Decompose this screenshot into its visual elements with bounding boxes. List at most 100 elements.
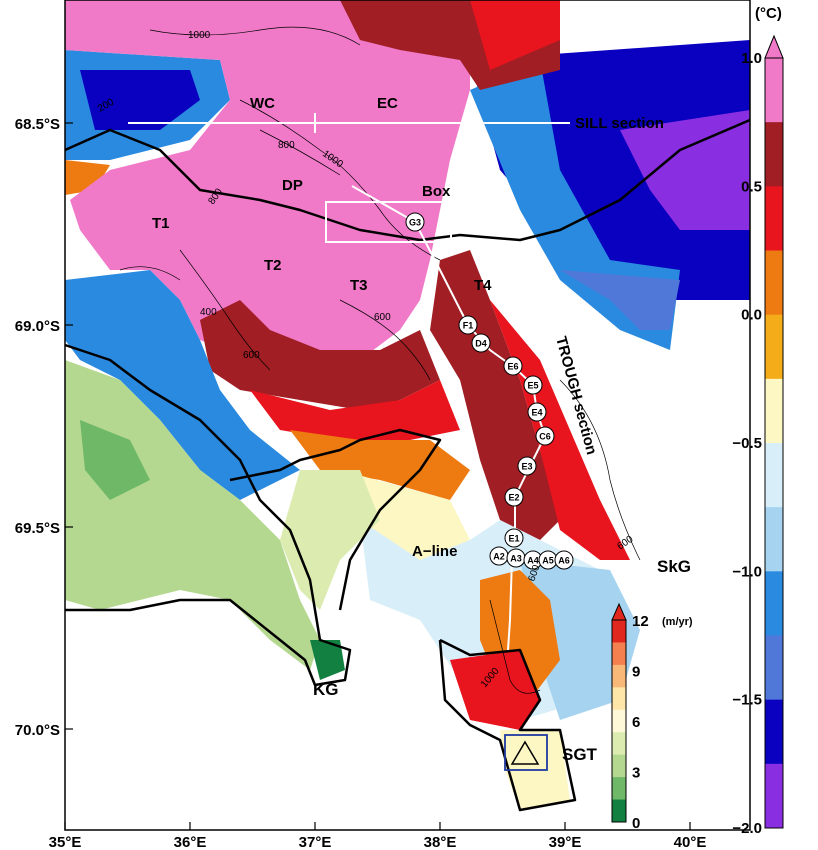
triangle-icon (510, 740, 540, 765)
station-marker (523, 375, 543, 395)
velocity-tick-label: 6 (632, 714, 640, 731)
station-label: E2 (508, 493, 519, 503)
contour-line (179, 249, 271, 371)
west-blue-band (65, 270, 300, 500)
label-wc: WC (250, 95, 275, 112)
contour-line (239, 99, 441, 261)
x-tick-label: 35°E (49, 834, 82, 850)
station-d4: D4 (471, 333, 491, 353)
velocity-band (612, 642, 626, 666)
station-a3: A3 (506, 548, 526, 568)
station-f1: F1 (458, 315, 478, 335)
shelf-orange-fringe (290, 430, 470, 500)
station-label: E3 (521, 462, 532, 472)
label-t2: T2 (264, 257, 282, 274)
x-tick-label: 38°E (424, 834, 457, 850)
label-sgt: SGT (562, 745, 598, 764)
velocity-colorbar: 12 9 6 3 0 (611, 602, 649, 832)
label-sill-section: SILL section (575, 115, 664, 132)
axis-ticks (64, 122, 691, 830)
temperature-band (765, 507, 783, 572)
station-marker (554, 550, 574, 570)
label-t3: T3 (350, 277, 368, 294)
station-e4: E4 (527, 402, 547, 422)
velocity-band (612, 664, 626, 688)
station-marker (503, 356, 523, 376)
station-g3: G3 (405, 212, 425, 232)
contour-label: 1000 (188, 30, 211, 41)
x-tick-label: 36°E (174, 834, 207, 850)
station-marker (527, 402, 547, 422)
temperature-band (765, 635, 783, 701)
velocity-band (612, 732, 626, 756)
temperature-band (765, 250, 783, 316)
temperature-tick-label: −2.0 (732, 820, 762, 837)
temperature-tick-label: 1.0 (741, 50, 762, 67)
kg-ice-field (65, 360, 320, 670)
velocity-band (612, 687, 626, 711)
kg-slow-ice (280, 470, 380, 610)
temperature-band (765, 699, 783, 765)
y-tick-label: 70.0°S (15, 722, 60, 739)
contour-line (149, 26, 361, 46)
station-label: A4 (527, 556, 539, 566)
label-t1: T1 (152, 215, 170, 232)
y-tick-label: 69.0°S (15, 318, 60, 335)
station-label: F1 (463, 321, 474, 331)
station-marker (471, 333, 491, 353)
station-label: A6 (558, 556, 570, 566)
label-skg: SkG (657, 557, 691, 576)
contour-label: 800 (278, 140, 295, 151)
inlet-red (450, 650, 540, 730)
label-ec: EC (377, 95, 398, 112)
kg-fast-ice (80, 420, 150, 500)
temperature-bar-outline (764, 57, 784, 829)
warm-plateau (65, 0, 470, 360)
station-label: A2 (493, 552, 505, 562)
kg-outlet (310, 640, 345, 680)
shelf-yellow-fringe (340, 470, 470, 560)
nw-deep-cold (80, 70, 200, 130)
contour-line (339, 299, 431, 381)
label-dp: DP (282, 177, 303, 194)
temperature-band (765, 186, 783, 251)
velocity-tick-label: 9 (632, 664, 640, 681)
station-e5: E5 (523, 375, 543, 395)
contours (119, 26, 641, 694)
station-label: E6 (507, 362, 518, 372)
temperature-arrow (764, 34, 784, 59)
temperature-tick-label: −0.5 (732, 435, 762, 452)
ice-front-mid (229, 428, 442, 611)
velocity-band (612, 709, 626, 733)
contour-line (119, 266, 181, 281)
station-marker (504, 487, 524, 507)
station-a2: A2 (489, 546, 509, 566)
station-label: A5 (542, 556, 554, 566)
ice-front-northwest (64, 118, 751, 242)
temperature-tick-label: −1.0 (732, 563, 762, 580)
temperature-band (765, 571, 783, 636)
label-aline: A−line (412, 543, 457, 560)
x-tick-label: 40°E (674, 834, 707, 850)
temperature-band (765, 314, 783, 380)
temperature-band (765, 378, 783, 444)
station-marker (458, 315, 478, 335)
velocity-bar-outline (611, 619, 627, 823)
x-tick-label: 37°E (299, 834, 332, 850)
velocity-band (612, 754, 626, 778)
station-marker (504, 528, 524, 548)
contour-line (559, 379, 641, 561)
map-area (65, 0, 750, 830)
ice-front-west (64, 343, 352, 687)
velocity-band (612, 620, 626, 643)
velocity-tick-label: 12 (632, 613, 649, 630)
x-tick-label: 39°E (549, 834, 582, 850)
ocean-purple-east (620, 110, 750, 230)
velocity-tick-label: 0 (632, 815, 640, 832)
temperature-band (765, 443, 783, 508)
trough-red-edge (490, 300, 630, 560)
velocity-band (612, 777, 626, 801)
temperature-band (765, 58, 783, 123)
shelf-red-fringe (250, 380, 460, 440)
